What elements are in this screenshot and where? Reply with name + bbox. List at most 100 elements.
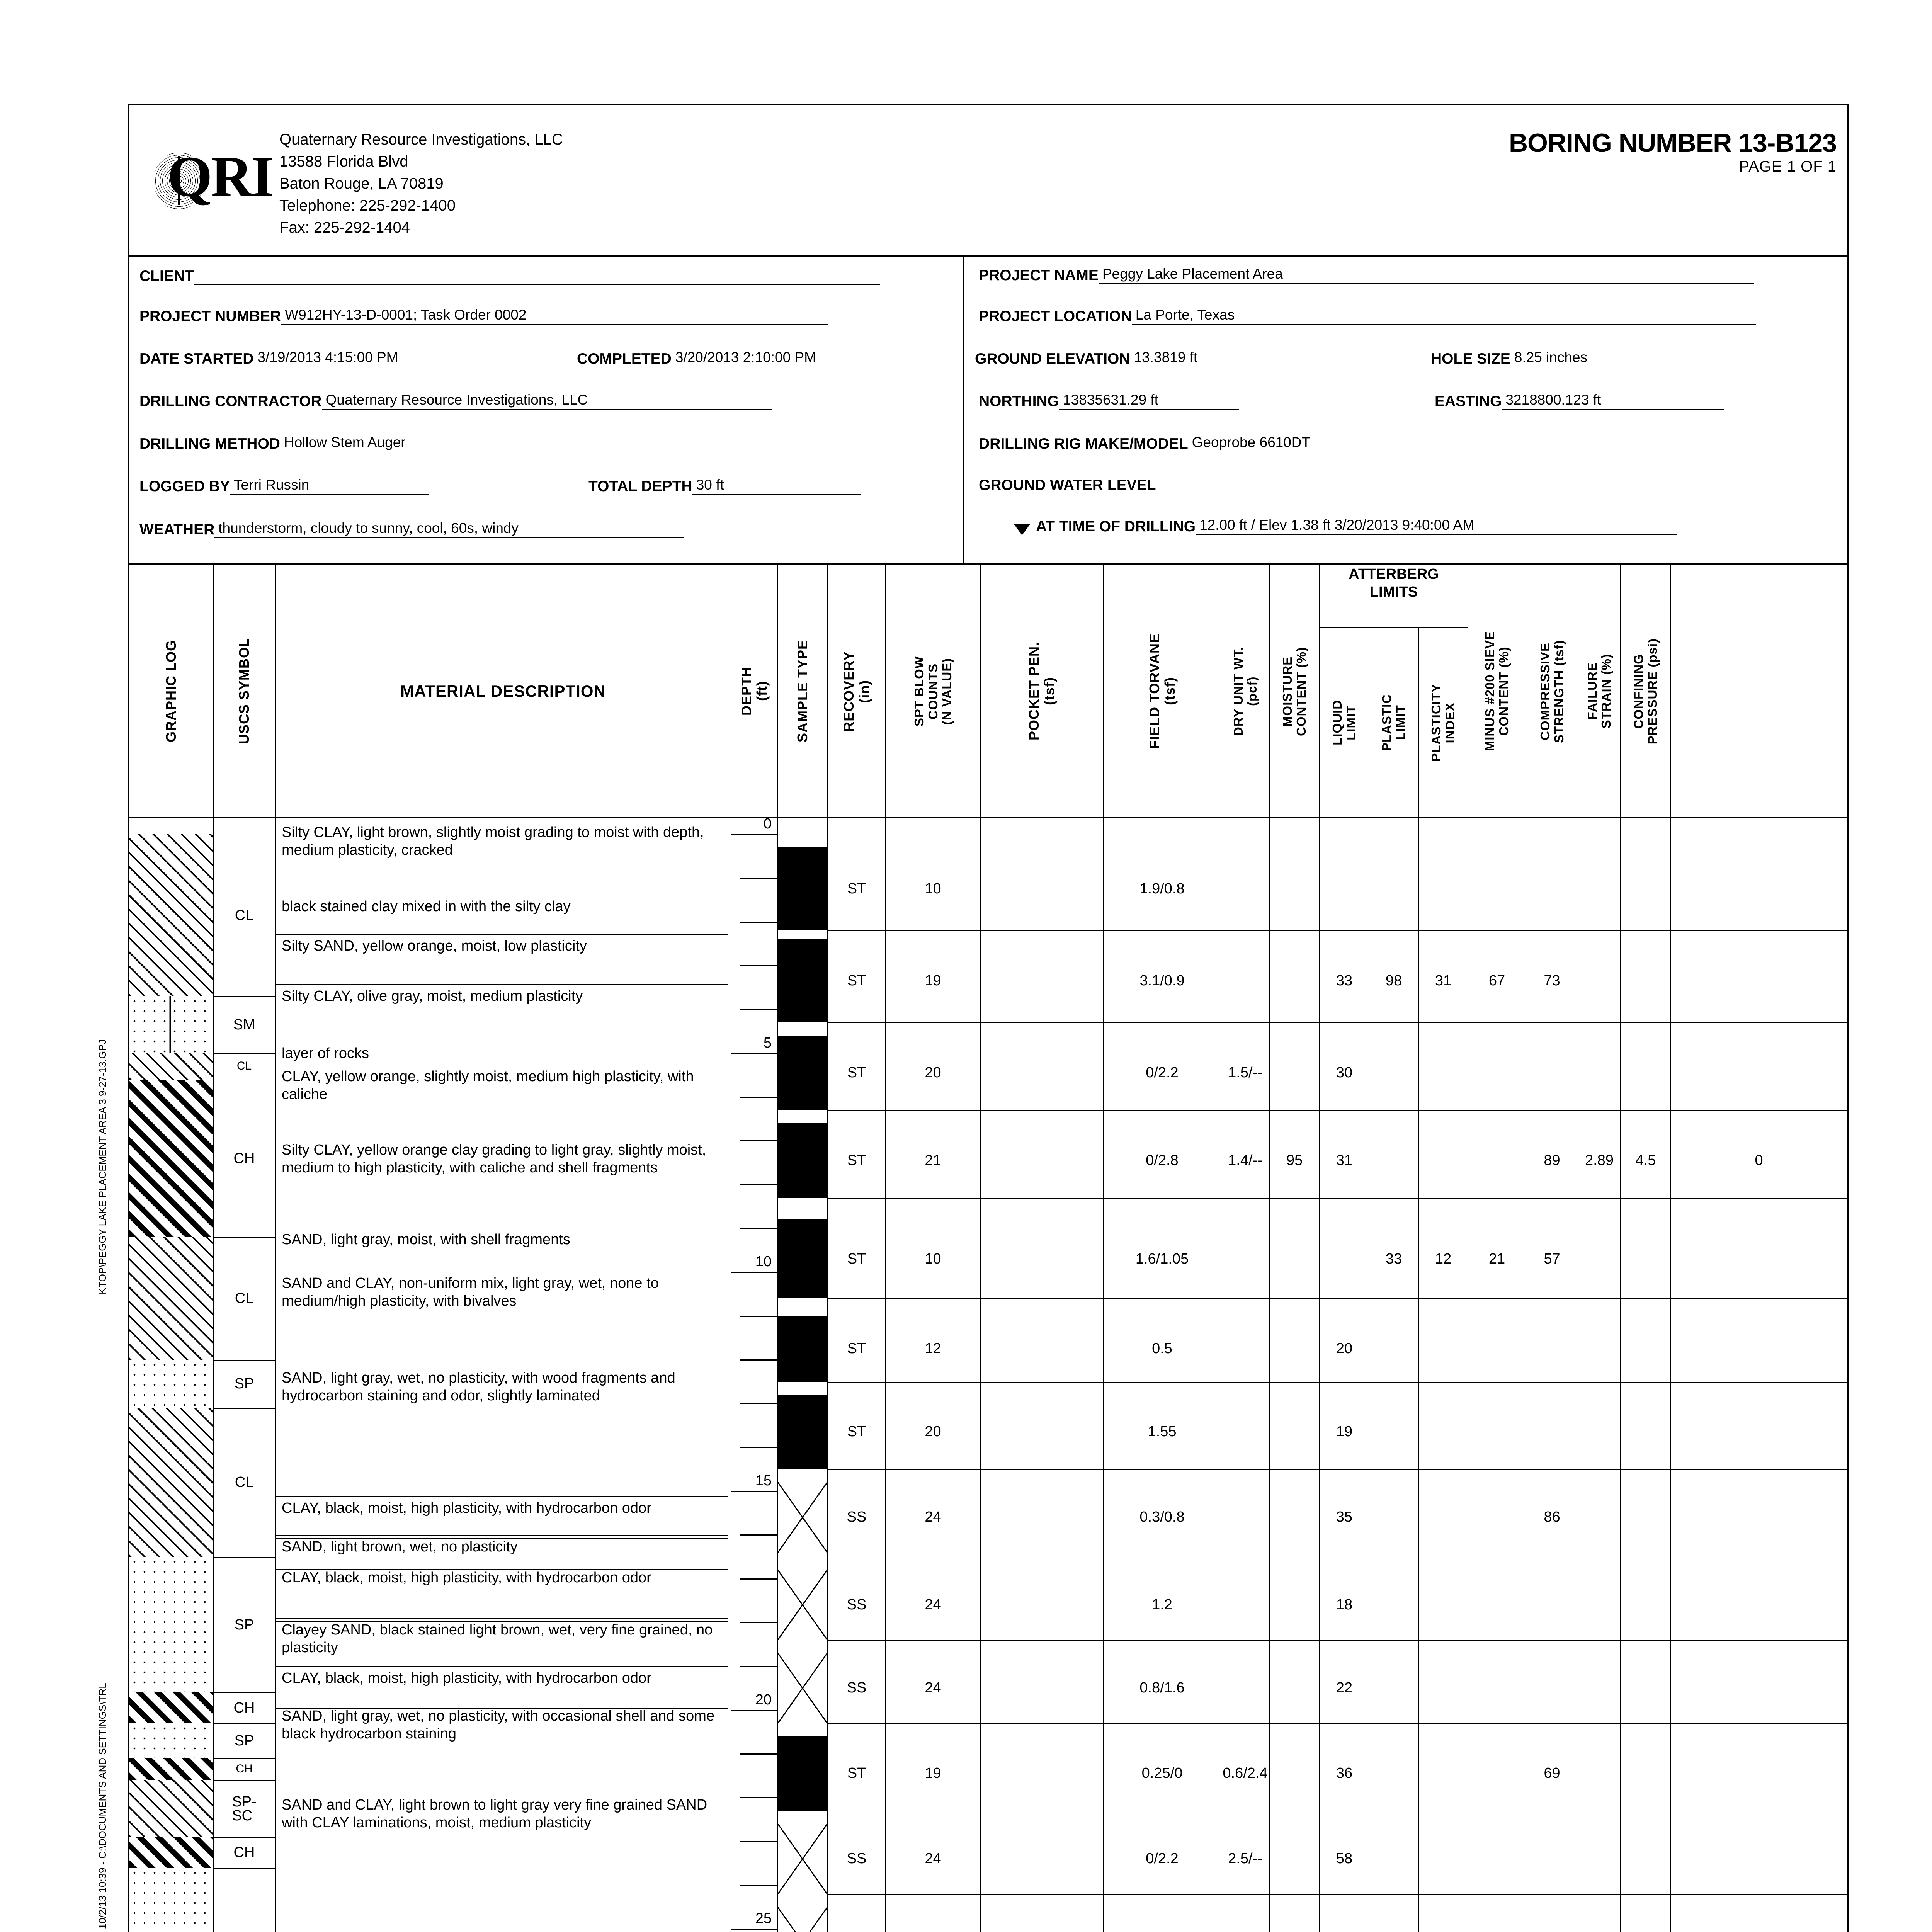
failure-strain-cell [1621, 1907, 1670, 1932]
spt-cell [981, 939, 1103, 1024]
compressive-cell [1578, 1395, 1621, 1470]
material-description-cell: SAND, light brown, wet, no plasticity [276, 1535, 728, 1570]
recovery-cell: 19 [886, 1736, 980, 1812]
uscs-symbol-cell: CH [214, 1837, 275, 1869]
drilling-method-value[interactable]: Hollow Stem Auger [280, 434, 804, 452]
moisture-cell: 33 [1320, 939, 1369, 1024]
graphic-log-layer [129, 1237, 213, 1361]
pocket-pen-cell: 0.5 [1104, 1907, 1221, 1932]
sample-type-cell: ST [828, 847, 885, 932]
moisture-cell: 19 [1320, 1395, 1369, 1470]
material-description-cell: SAND, light gray, wet, no plasticity, wi… [282, 1370, 675, 1404]
logged-by-value[interactable]: Terri Russin [230, 477, 430, 495]
recovery-cell: 20 [886, 1395, 980, 1470]
pocket-pen-cell: 0/2.8 [1104, 1123, 1221, 1199]
graphic-log-layer [129, 1360, 213, 1409]
depth-tick [740, 1885, 777, 1886]
completed-value[interactable]: 3/20/2013 2:10:00 PM [671, 349, 818, 367]
weather-value[interactable]: thunderstorm, cloudy to sunny, cool, 60s… [214, 520, 685, 538]
material-description-column: Silty CLAY, light brown, slightly moist … [275, 817, 731, 1932]
col-pocket-pen: POCKET PEN. (tsf) [980, 565, 1104, 818]
dry-unit-wt-cell [1270, 1482, 1319, 1553]
at-time-of-drilling-value[interactable]: 12.00 ft / Elev 1.38 ft 3/20/2013 9:40:0… [1196, 517, 1677, 535]
ground-elevation-value[interactable]: 13.3819 ft [1130, 349, 1260, 367]
weather-field: WEATHER thunderstorm, cloudy to sunny, c… [139, 520, 685, 538]
failure-strain-cell [1621, 1316, 1671, 1383]
info-vertical-divider [963, 257, 964, 563]
hole-size-value[interactable]: 8.25 inches [1510, 349, 1702, 367]
project-info-block: CLIENT PROJECT NAME Peggy Lake Placement… [129, 257, 1847, 565]
project-location-label: PROJECT LOCATION [979, 308, 1132, 325]
dry-unit-wt-column: 95 [1269, 817, 1320, 1932]
moisture-cell: 35 [1320, 1482, 1369, 1553]
pocket-pen-cell: 0.3/0.8 [1104, 1482, 1221, 1553]
moisture-cell: 22 [1320, 1653, 1369, 1724]
moisture-cell: 36 [1320, 1736, 1369, 1812]
drilling-rig-value[interactable]: Geoprobe 6610DT [1188, 434, 1643, 452]
torvane-cell [1221, 939, 1269, 1024]
dry-unit-wt-cell [1270, 1653, 1319, 1724]
atterberg-line1: ATTERBERG [1349, 566, 1439, 582]
depth-label: 10 [755, 1253, 772, 1270]
liquid-limit-cell: 33 [1369, 1219, 1418, 1299]
drilling-contractor-value[interactable]: Quaternary Resource Investigations, LLC [321, 392, 772, 410]
spt-cell [981, 1907, 1103, 1932]
graphic-log-layer [129, 1723, 213, 1759]
recovery-cell: 10 [886, 847, 980, 932]
plasticity-index-cell [1468, 1736, 1526, 1812]
project-location-value[interactable]: La Porte, Texas [1131, 307, 1756, 325]
plastic-limit-cell [1419, 847, 1468, 932]
material-description-cell: SAND, light gray, moist, with shell frag… [276, 1228, 728, 1276]
pocket-pen-cell: 1.6/1.05 [1104, 1219, 1221, 1299]
at-time-of-drilling-field: AT TIME OF DRILLING 12.00 ft / Elev 1.38… [1014, 517, 1677, 535]
dry-unit-wt-cell [1270, 1316, 1319, 1383]
sample-type-column: STSTSTSTSTSTSTSSSSSSSTSSSSSSSS [827, 817, 886, 1932]
easting-value[interactable]: 3218800.123 ft [1502, 392, 1725, 410]
total-depth-value[interactable]: 30 ft [692, 477, 861, 495]
minus-200-cell: 86 [1526, 1482, 1578, 1553]
plastic-limit-cell [1419, 1824, 1468, 1895]
project-number-value[interactable]: W912HY-13-D-0001; Task Order 0002 [281, 307, 828, 325]
plastic-limit-cell [1419, 1123, 1468, 1199]
plastic-limit-cell [1419, 1395, 1468, 1470]
date-started-value[interactable]: 3/19/2013 4:15:00 PM [253, 349, 401, 367]
client-value[interactable] [194, 266, 880, 285]
plastic-limit-cell [1419, 1036, 1468, 1111]
graphic-log-layer [129, 1408, 213, 1558]
client-label: CLIENT [139, 268, 194, 284]
water-level-triangle-icon [1014, 524, 1031, 535]
confining-column: 0 [1670, 817, 1847, 1932]
easting-label: EASTING [1435, 393, 1502, 410]
col-depth-label: DEPTH (ft) [738, 667, 770, 716]
material-description-cell: Silty CLAY, yellow orange clay grading t… [282, 1142, 706, 1176]
minus-200-cell [1526, 1395, 1578, 1470]
graphic-log-layer [129, 1557, 213, 1694]
confining-cell [1671, 1316, 1847, 1383]
compressive-cell [1578, 1653, 1621, 1724]
graphic-log-layer [129, 1780, 213, 1838]
col-spt-label: SPT BLOW COUNTS (N VALUE) [912, 656, 954, 727]
sample-graphic [778, 1219, 827, 1299]
recovery-column: 101920211012202424241924212424 [885, 817, 981, 1932]
boring-number-title: BORING NUMBER 13-B123 [1509, 128, 1837, 158]
failure-strain-cell [1621, 1395, 1671, 1470]
side-label-upper: KTOP\PEGGY LAKE PLACEMENT AREA 3 9-27-13… [97, 1039, 108, 1294]
ground-elevation-field: GROUND ELEVATION 13.3819 ft [975, 349, 1260, 367]
company-address: 13588 Florida Blvd [279, 153, 408, 170]
project-name-value[interactable]: Peggy Lake Placement Area [1098, 266, 1754, 284]
compressive-cell [1578, 939, 1621, 1024]
spt-cell [981, 847, 1103, 932]
torvane-cell [1221, 1907, 1269, 1932]
sample-graphic [778, 847, 827, 931]
minus-200-cell [1526, 1824, 1578, 1895]
col-dry-unit-wt-label: DRY UNIT WT. (pcf) [1231, 646, 1259, 736]
dry-unit-wt-cell [1270, 939, 1319, 1024]
material-description-cell: CLAY, yellow orange, slightly moist, med… [282, 1068, 694, 1102]
northing-value[interactable]: 13835631.29 ft [1059, 392, 1239, 410]
uscs-symbol-cell: CL [214, 1237, 275, 1361]
liquid-limit-column: 98 33 [1369, 817, 1419, 1932]
torvane-cell [1221, 847, 1269, 932]
depth-tick [740, 1140, 777, 1142]
compressive-column: 2.89 [1578, 817, 1621, 1932]
sample-type-cell: ST [828, 939, 885, 1024]
